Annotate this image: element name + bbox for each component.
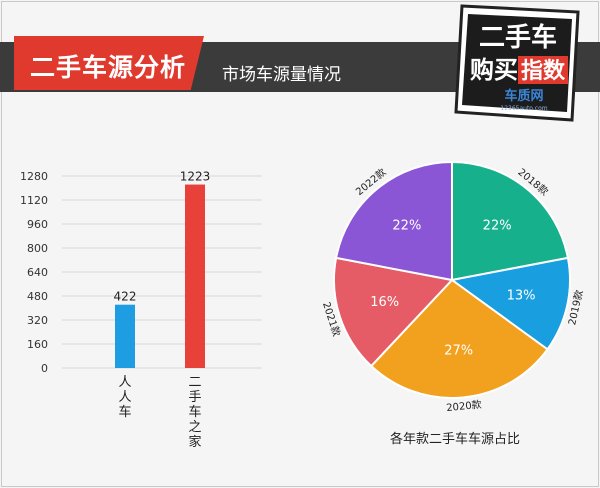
y-tick-label: 160: [27, 338, 48, 351]
svg-text:二手车: 二手车: [479, 22, 557, 53]
bar-chart: 0 160 320 480 640 800 960 1120 1280 422 人人车 1223 二手车…: [20, 170, 262, 450]
y-tick-label: 480: [27, 290, 48, 303]
bar-value-label: 1223: [180, 170, 211, 184]
pie-slice: [333, 256, 454, 368]
bar-value-label: 422: [114, 290, 137, 304]
page-title: 二手车源分析: [30, 53, 187, 82]
pie-percent-label: 27%: [444, 343, 473, 358]
pie-percent-label: 16%: [370, 295, 399, 310]
svg-text:12365auto.com: 12365auto.com: [500, 105, 547, 112]
pie-category-label: 2020款: [446, 398, 483, 414]
y-tick-label: 0: [41, 362, 48, 375]
svg-text:购买: 购买: [470, 56, 518, 84]
pie-chart-title: 各年款二手车车源占比: [389, 432, 520, 447]
x-category-label: 二手车之家: [188, 375, 201, 450]
y-tick-label: 800: [27, 242, 48, 255]
x-category-label: 人人车: [118, 375, 131, 420]
pie-slice: [334, 160, 453, 282]
y-tick-label: 1120: [20, 194, 48, 207]
y-tick-label: 1280: [20, 170, 48, 183]
header-title-box: [14, 36, 204, 90]
pie-slice: [369, 278, 549, 399]
svg-text:车质网: 车质网: [504, 88, 543, 104]
svg-text:指数: 指数: [521, 58, 566, 84]
page-subtitle: 市场车源量情况: [222, 65, 341, 85]
bar: [185, 184, 205, 368]
pie-percent-label: 13%: [507, 288, 536, 303]
y-tick-label: 960: [27, 218, 48, 231]
pie-percent-label: 22%: [483, 218, 512, 233]
pie-percent-label: 22%: [392, 218, 421, 233]
bar: [115, 304, 135, 368]
y-tick-label: 320: [27, 314, 48, 327]
pie-slice: [451, 160, 570, 282]
y-tick-label: 640: [27, 266, 48, 279]
brand-logo: 二手车 购买 指数 车质网 12365auto.com: [454, 4, 580, 122]
pie-slice: [449, 256, 571, 351]
